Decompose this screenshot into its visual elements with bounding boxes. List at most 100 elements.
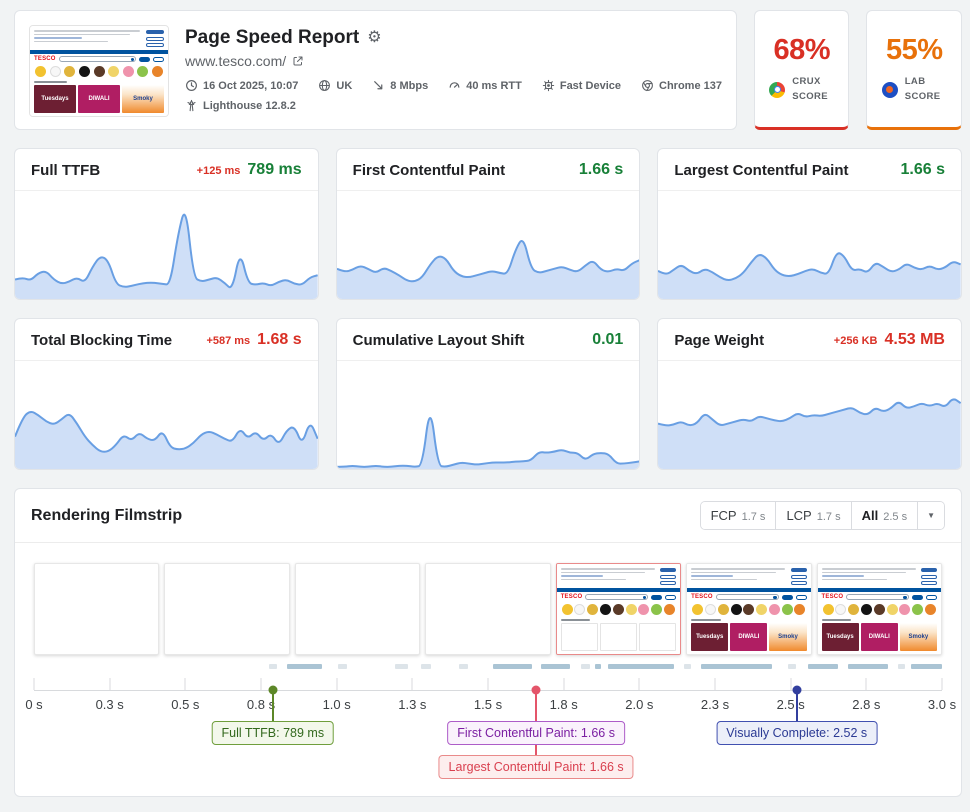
timeline-tick — [563, 678, 565, 690]
gear-icon[interactable]: ⚙ — [367, 29, 382, 46]
report-meta: 16 Oct 2025, 10:07 UK 8 Mbps 40 ms RTT Fast … — [185, 79, 722, 112]
timeline-tick — [184, 678, 186, 690]
thumb-category-circle — [860, 604, 872, 615]
resource-waterfall-strip — [34, 664, 942, 670]
filmstrip-tab-fcp[interactable]: FCP 1.7 s — [700, 502, 776, 529]
bandwidth-meta-item: 8 Mbps — [372, 79, 428, 92]
metric-value: 789 ms — [247, 161, 302, 178]
thumb-banner: Tuesdays — [691, 623, 729, 651]
thumb-tesco-logo: TESCO — [691, 594, 713, 600]
metric-value: 4.53 MB — [884, 331, 945, 348]
marker-label-fcp: First Contentful Paint: 1.66 s — [447, 721, 625, 745]
metric-card-largest-contentful-paint: Largest Contentful Paint 1.66 s — [657, 148, 962, 300]
metric-delta-badge: +125 ms — [196, 165, 241, 177]
crux-score-label: CRUX SCORE — [792, 75, 829, 102]
timeline-tick-label: 0.5 s — [171, 697, 200, 712]
timeline-tick-label: 2.5 s — [776, 697, 805, 712]
lab-logo-icon — [881, 81, 898, 98]
thumb-register-button — [925, 594, 937, 600]
metrics-grid: Full TTFB +125 ms 789 ms First Contentfu… — [14, 148, 962, 470]
thumb-register-button — [795, 594, 807, 600]
thumb-category-circle — [35, 66, 46, 77]
thumb-category-circle — [664, 604, 676, 615]
thumb-category-circle — [873, 604, 885, 615]
thumb-search-bar — [585, 594, 649, 600]
filmstrip-frame-7[interactable]: TESCO Tuesdays DIWALI Smoky — [816, 563, 942, 655]
metric-sparkline-chart — [658, 361, 961, 469]
filmstrip-frame-6[interactable]: TESCO Tuesdays DIWALI Smoky — [686, 563, 812, 655]
marker-label-visually-complete: Visually Complete: 2.52 s — [716, 721, 878, 745]
marker-label-full-ttfb: Full TTFB: 789 ms — [211, 721, 335, 745]
metric-title: Cumulative Layout Shift — [352, 331, 525, 349]
timeline-tick-label: 0.3 s — [95, 697, 124, 712]
waterfall-segment — [595, 664, 602, 669]
timeline-tick-label: 2.8 s — [852, 697, 881, 712]
timeline-tick — [487, 678, 489, 690]
thumb-category-circle — [93, 66, 105, 77]
waterfall-segment — [493, 664, 533, 669]
filmstrip-frame-4[interactable] — [425, 563, 551, 655]
meta-label: 16 Oct 2025, 10:07 — [203, 79, 299, 92]
thumb-category-circle — [561, 604, 573, 615]
chrome-icon — [641, 79, 654, 92]
chevron-down-icon[interactable]: ▼ — [917, 502, 944, 529]
thumb-section-heading — [691, 619, 721, 621]
thumb-cookie-banner — [818, 564, 941, 587]
timeline-tick-label: 0.8 s — [246, 697, 276, 712]
waterfall-segment — [580, 664, 590, 669]
waterfall-segment — [540, 664, 570, 669]
crux-score-card: 68% CRUX SCORE — [753, 10, 850, 130]
timeline-tick — [336, 678, 338, 690]
thumb-banner: DIWALI — [78, 85, 120, 113]
marker-dot-full-ttfb — [268, 685, 278, 695]
thumb-category-circle — [743, 604, 755, 615]
thumb-category-circles — [30, 64, 168, 78]
thumb-tesco-logo: TESCO — [560, 594, 583, 600]
thumb-category-circle — [122, 66, 134, 77]
thumb-signin-button — [911, 594, 923, 600]
timeline-tick — [33, 678, 35, 690]
thumb-banner: DIWALI — [730, 623, 768, 651]
metric-title: Largest Contentful Paint — [674, 161, 849, 179]
device-icon — [542, 79, 555, 92]
thumb-category-circle — [794, 604, 806, 615]
crux-logo-icon — [769, 81, 786, 98]
thumb-navbar — [817, 588, 941, 592]
meta-label: 8 Mbps — [390, 79, 429, 92]
filmstrip-frame-3[interactable] — [294, 563, 421, 655]
thumb-header: TESCO — [557, 592, 680, 602]
meta-label: Fast Device — [559, 79, 621, 92]
filmstrip-tab-lcp[interactable]: LCP 1.7 s — [775, 502, 851, 529]
filmstrip-frame-1[interactable] — [34, 563, 160, 655]
lighthouse-icon — [185, 99, 198, 112]
thumb-category-circle — [822, 604, 834, 615]
thumb-banner: Tuesdays — [560, 623, 598, 651]
waterfall-segment — [607, 664, 675, 669]
thumb-category-circles — [687, 602, 810, 616]
thumb-signin-button — [139, 56, 150, 62]
metric-value: 0.01 — [592, 331, 624, 348]
thumb-banner: Tuesdays — [34, 85, 76, 113]
filmstrip-frame-2[interactable] — [164, 563, 290, 655]
waterfall-segment — [701, 664, 773, 669]
thumb-category-circle — [768, 604, 780, 615]
thumb-banner: Tuesdays — [821, 623, 859, 651]
timeline-tick — [941, 678, 943, 690]
gauge-icon — [448, 79, 461, 92]
metric-value: 1.66 s — [900, 161, 945, 178]
metric-title: Full TTFB — [31, 161, 101, 179]
thumb-banner: DIWALI — [599, 623, 637, 651]
metric-title: Total Blocking Time — [31, 331, 173, 349]
filmstrip-timeline: 0 s 0.3 s 0.5 s 0.8 s 1.0 s 1.3 s 1.5 s 1.8 s 2.… — [25, 674, 956, 786]
thumb-category-circle — [78, 66, 90, 77]
filmstrip-tab-all[interactable]: All 2.5 s — [850, 502, 918, 529]
external-link-icon[interactable] — [292, 55, 304, 67]
timeline-tick-label: 1.5 s — [473, 697, 503, 712]
